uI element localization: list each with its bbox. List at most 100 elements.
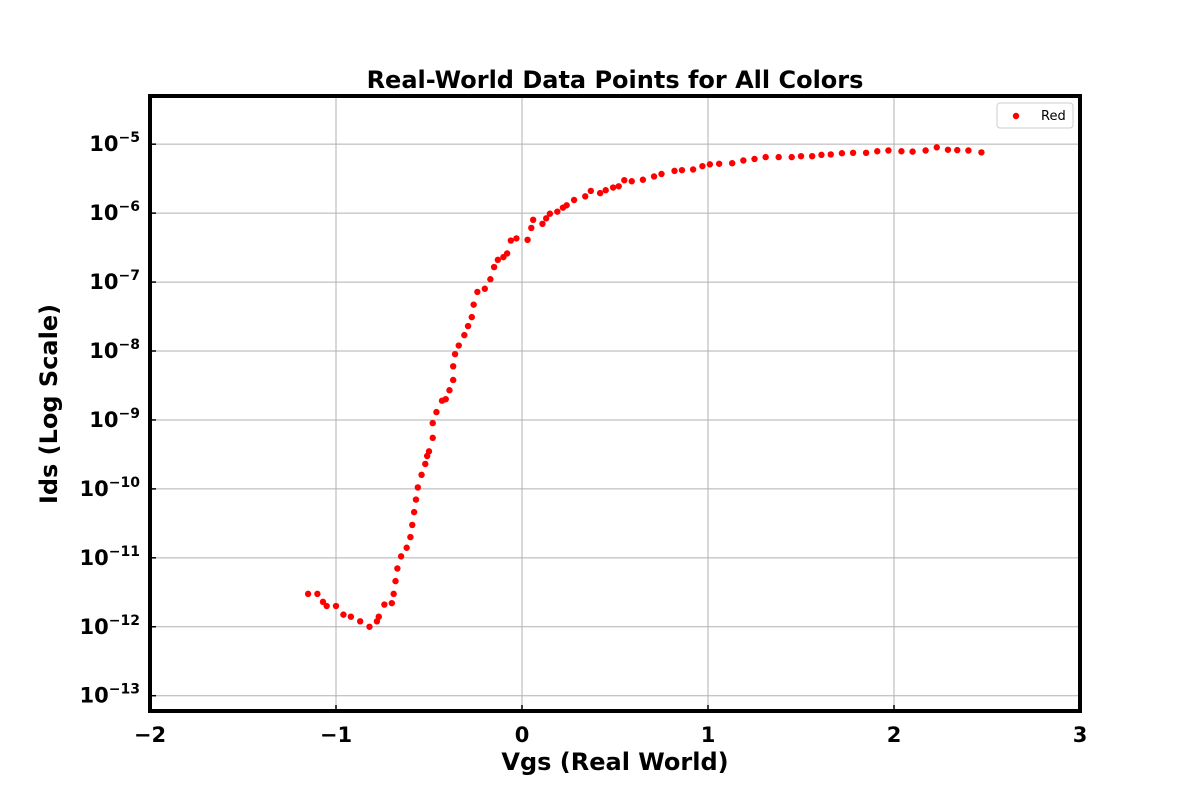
data-point [429, 434, 436, 442]
x-tick-label: 0 [515, 723, 530, 747]
data-point [563, 202, 570, 209]
data-point [487, 276, 494, 283]
data-point [671, 167, 678, 175]
data-point [418, 471, 425, 479]
data-point [455, 342, 462, 349]
data-point [410, 508, 418, 516]
y-tick-label: 10−6 [89, 199, 140, 225]
data-point [539, 220, 546, 228]
data-point [366, 623, 373, 630]
data-point [808, 152, 816, 160]
x-tick-label: 2 [887, 723, 902, 747]
x-tick-label: 3 [1073, 723, 1088, 747]
data-point [409, 521, 416, 529]
data-point [490, 263, 498, 271]
data-point [470, 301, 477, 308]
y-tick-label: 10−9 [89, 406, 140, 432]
data-point [407, 533, 414, 541]
data-point [838, 150, 846, 157]
x-tick-label: −1 [320, 723, 352, 747]
data-point [706, 161, 714, 168]
data-point [596, 189, 604, 197]
data-point [554, 208, 561, 215]
data-point [740, 157, 747, 164]
legend-label: Red [1041, 109, 1066, 124]
data-point [546, 210, 554, 217]
data-point [468, 313, 475, 321]
data-point [412, 496, 420, 503]
data-point [933, 144, 940, 151]
data-point [689, 166, 697, 173]
data-point [524, 236, 531, 244]
data-point [609, 184, 617, 191]
y-tick-label: 10−7 [89, 268, 140, 294]
data-point [319, 598, 327, 606]
data-point [818, 151, 825, 159]
data-point [615, 183, 622, 190]
data-point [375, 613, 382, 620]
legend: Red [996, 102, 1074, 129]
data-point [762, 153, 769, 161]
legend-box [996, 102, 1074, 129]
data-point [323, 602, 330, 610]
data-point [425, 448, 433, 455]
data-point [513, 235, 520, 242]
y-tick-label: 10−13 [80, 682, 140, 708]
data-point [503, 250, 511, 257]
y-tick-label: 10−10 [80, 475, 141, 501]
data-point [570, 196, 578, 204]
data-point [433, 408, 440, 416]
data-point [442, 395, 449, 403]
data-point [728, 159, 736, 167]
data-point [474, 288, 481, 296]
data-point [587, 187, 595, 195]
data-point [751, 155, 758, 163]
data-point [332, 602, 340, 610]
data-point [394, 565, 401, 572]
data-point [621, 177, 628, 184]
data-point [797, 152, 805, 160]
data-point [885, 147, 892, 154]
data-point [451, 350, 459, 358]
data-point [965, 147, 972, 154]
y-tick-label: 10−11 [80, 544, 140, 570]
x-tick-label: −2 [134, 723, 166, 747]
data-point [898, 148, 905, 155]
data-point [528, 224, 535, 232]
data-point [390, 590, 397, 598]
data-point [874, 148, 881, 155]
data-point [529, 216, 537, 224]
data-point [481, 285, 488, 292]
data-point [422, 460, 429, 468]
data-point [392, 577, 399, 585]
data-point [650, 173, 658, 180]
y-axis-label: Ids (Log Scale) [35, 304, 63, 504]
data-point [449, 376, 457, 384]
data-point [658, 170, 665, 178]
data-point [849, 149, 857, 157]
data-point [381, 601, 388, 608]
plot-frame [148, 94, 1082, 713]
y-tick-label: 10−8 [89, 337, 140, 363]
data-point [388, 599, 395, 607]
data-point [978, 149, 985, 156]
axis-ticks: −2 −1 0 1 2 3 10−13 10−12 10−11 10−10 10−9 10−8 10−7… [80, 130, 1088, 747]
data-point [715, 160, 723, 167]
data-point [414, 484, 422, 491]
data-point [699, 162, 706, 170]
data-point [403, 544, 410, 551]
data-points [304, 144, 985, 630]
data-point [340, 611, 347, 618]
data-point [775, 153, 782, 161]
data-point [494, 256, 502, 264]
data-point [678, 166, 686, 174]
data-point [461, 331, 468, 339]
data-point [639, 176, 647, 183]
legend-marker [1012, 112, 1020, 120]
data-point [827, 151, 834, 158]
data-point [788, 153, 795, 161]
data-point [449, 363, 457, 370]
data-point [397, 553, 405, 560]
